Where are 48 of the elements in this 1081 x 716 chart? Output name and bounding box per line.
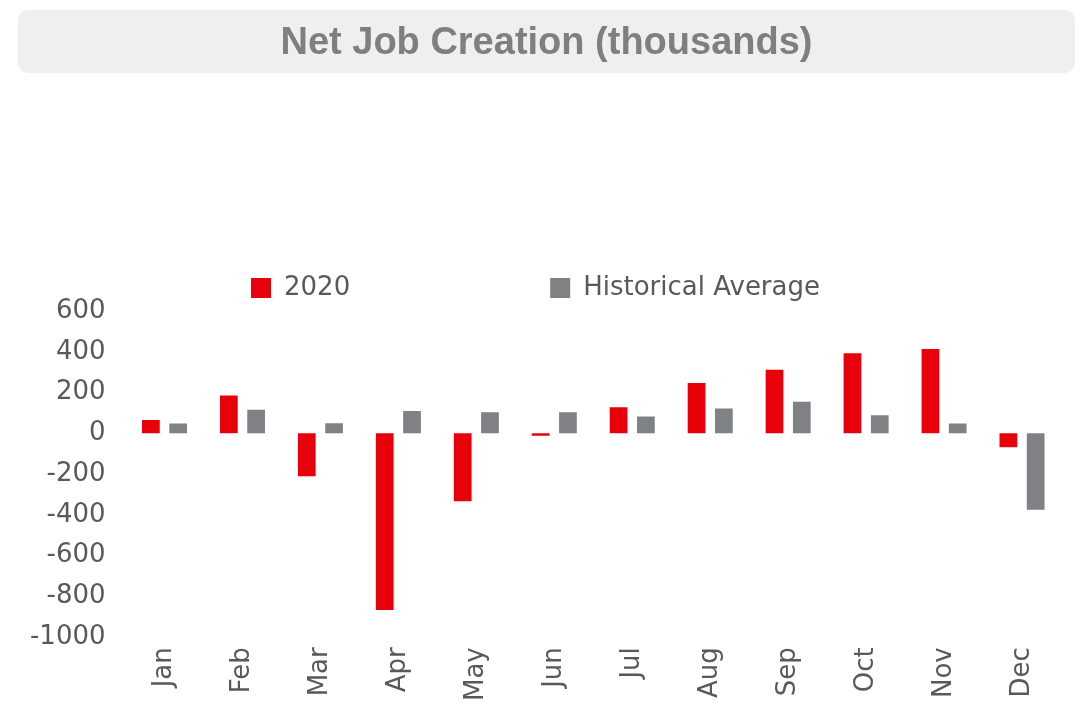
y-tick-label: 200 bbox=[55, 375, 106, 406]
x-tick-label: Dec bbox=[1004, 647, 1035, 698]
x-tick-label: Feb bbox=[225, 647, 256, 694]
bar bbox=[247, 409, 265, 434]
x-tick-label: Oct bbox=[848, 647, 879, 693]
bar bbox=[714, 408, 733, 434]
y-tick-label: 0 bbox=[89, 416, 106, 447]
x-tick-label: May bbox=[459, 647, 490, 702]
bar bbox=[687, 382, 706, 434]
bar bbox=[609, 407, 628, 434]
x-tick-label: Mar bbox=[303, 646, 334, 697]
bar bbox=[559, 412, 577, 434]
bar bbox=[325, 423, 343, 434]
bar bbox=[843, 353, 862, 434]
bar bbox=[403, 410, 421, 434]
legend-label: Historical Average bbox=[583, 270, 820, 301]
bar bbox=[921, 348, 940, 434]
bar bbox=[765, 369, 784, 434]
bar bbox=[999, 433, 1018, 448]
y-tick-label: -200 bbox=[46, 456, 106, 487]
y-tick-label: -400 bbox=[46, 497, 106, 528]
y-tick-label: 400 bbox=[55, 334, 106, 365]
bar bbox=[169, 423, 188, 434]
x-tick-label: Nov bbox=[926, 647, 957, 698]
bar bbox=[481, 412, 499, 434]
chart-title: Net Job Creation (thousands) bbox=[18, 10, 1075, 73]
y-tick-label: -800 bbox=[46, 579, 106, 610]
bar bbox=[637, 416, 655, 434]
y-tick-label: -600 bbox=[46, 538, 106, 569]
bar bbox=[297, 433, 316, 477]
bar bbox=[792, 401, 811, 434]
x-tick-label: Jul bbox=[615, 647, 645, 681]
bar bbox=[142, 420, 160, 434]
y-tick-label: 600 bbox=[55, 293, 106, 324]
x-tick-label: Sep bbox=[770, 647, 801, 697]
x-tick-label: Aug bbox=[692, 647, 723, 699]
bar bbox=[870, 415, 889, 434]
bar bbox=[375, 433, 394, 610]
bar bbox=[219, 395, 238, 434]
bar bbox=[531, 433, 550, 436]
bar bbox=[453, 433, 472, 502]
x-tick-label: Jan bbox=[147, 647, 178, 690]
bar bbox=[948, 423, 967, 434]
x-tick-label: Jun bbox=[537, 647, 568, 690]
y-tick-label: -1000 bbox=[29, 620, 106, 650]
legend-label: 2020 bbox=[284, 270, 351, 301]
bar bbox=[1026, 433, 1045, 510]
x-tick-label: Apr bbox=[381, 646, 412, 693]
